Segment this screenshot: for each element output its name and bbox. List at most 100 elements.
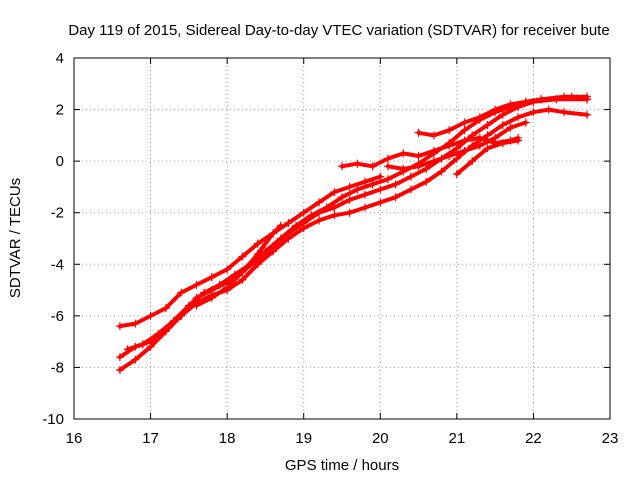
series-arc-5 bbox=[192, 221, 285, 310]
data-point bbox=[583, 95, 592, 104]
data-point bbox=[514, 136, 523, 145]
data-point bbox=[353, 185, 362, 194]
y-tick-label: 0 bbox=[56, 153, 64, 170]
series-arc-6 bbox=[338, 133, 523, 171]
data-point bbox=[529, 108, 538, 117]
data-point bbox=[238, 268, 247, 277]
data-point bbox=[452, 154, 461, 163]
data-point bbox=[131, 319, 140, 328]
data-point bbox=[460, 118, 469, 127]
data-point bbox=[315, 198, 324, 207]
data-point bbox=[330, 203, 339, 212]
data-point bbox=[483, 144, 492, 153]
y-tick-label: 2 bbox=[56, 102, 64, 119]
data-point bbox=[276, 234, 285, 243]
data-point bbox=[223, 283, 232, 292]
data-point bbox=[452, 170, 461, 179]
data-point bbox=[491, 105, 500, 114]
data-point bbox=[338, 193, 346, 202]
series-arc-9 bbox=[452, 136, 523, 179]
data-point bbox=[429, 146, 438, 155]
x-tick-label: 16 bbox=[66, 430, 83, 447]
data-point bbox=[521, 97, 530, 106]
data-point bbox=[146, 311, 155, 320]
series-arc-3 bbox=[123, 92, 592, 354]
data-point bbox=[583, 110, 592, 119]
x-tick-label: 21 bbox=[449, 430, 466, 447]
data-series bbox=[115, 92, 592, 375]
data-point bbox=[192, 280, 201, 289]
data-point bbox=[429, 157, 438, 166]
x-tick-label: 20 bbox=[372, 430, 389, 447]
data-point bbox=[452, 144, 461, 153]
data-point bbox=[491, 133, 500, 142]
data-point bbox=[399, 149, 408, 158]
data-point bbox=[483, 121, 492, 130]
data-point bbox=[368, 180, 377, 189]
data-point bbox=[253, 239, 262, 248]
data-point bbox=[322, 203, 331, 212]
data-point bbox=[345, 195, 354, 204]
data-point bbox=[253, 249, 262, 258]
data-point bbox=[552, 95, 561, 104]
data-point bbox=[399, 164, 408, 173]
series-line bbox=[117, 174, 383, 329]
data-point bbox=[200, 288, 209, 297]
data-point bbox=[521, 118, 530, 127]
data-point bbox=[338, 162, 346, 171]
data-point bbox=[292, 221, 301, 230]
data-point bbox=[115, 353, 124, 362]
data-point bbox=[115, 366, 124, 375]
data-point bbox=[414, 151, 423, 160]
x-tick-label: 22 bbox=[525, 430, 542, 447]
data-point bbox=[215, 280, 224, 289]
y-tick-label: -4 bbox=[51, 256, 64, 273]
data-point bbox=[483, 131, 492, 140]
data-point bbox=[161, 304, 170, 313]
data-point bbox=[184, 301, 193, 310]
data-point bbox=[169, 317, 178, 326]
data-point bbox=[383, 175, 392, 184]
data-point bbox=[567, 92, 576, 101]
x-axis-label: GPS time / hours bbox=[285, 457, 399, 474]
data-point bbox=[376, 198, 385, 207]
data-point bbox=[284, 219, 293, 228]
data-point bbox=[238, 252, 247, 261]
data-point bbox=[360, 203, 369, 212]
data-point bbox=[537, 95, 546, 104]
data-point bbox=[261, 247, 270, 256]
data-point bbox=[138, 340, 147, 349]
data-point bbox=[422, 177, 431, 186]
data-point bbox=[560, 108, 569, 117]
data-point bbox=[445, 151, 454, 160]
data-point bbox=[330, 211, 339, 220]
data-point bbox=[307, 211, 316, 220]
data-point bbox=[460, 136, 469, 145]
x-tick-label: 18 bbox=[219, 430, 236, 447]
data-point bbox=[177, 288, 186, 297]
x-tick-label: 19 bbox=[295, 430, 312, 447]
data-point bbox=[422, 164, 431, 173]
data-point bbox=[154, 329, 163, 338]
y-tick-label: -6 bbox=[51, 308, 64, 325]
data-point bbox=[115, 322, 124, 331]
data-point bbox=[460, 126, 469, 135]
data-point bbox=[345, 208, 354, 217]
data-point bbox=[207, 273, 216, 282]
y-tick-label: -2 bbox=[51, 205, 64, 222]
series-arc-4 bbox=[115, 172, 385, 331]
data-point bbox=[429, 131, 438, 140]
data-point bbox=[468, 157, 477, 166]
axis-ticks: 16 17 18 19 20 21 22 23 -10 -8 -6 -4 -2 0 2 4 bbox=[42, 50, 618, 447]
series-arc-7 bbox=[383, 118, 530, 173]
data-point bbox=[406, 172, 415, 181]
data-point bbox=[345, 182, 354, 191]
data-point bbox=[383, 154, 392, 163]
data-point bbox=[514, 113, 523, 122]
series-line bbox=[385, 120, 528, 171]
data-point bbox=[445, 141, 454, 150]
data-point bbox=[123, 345, 132, 354]
data-point bbox=[383, 162, 392, 171]
data-point bbox=[498, 110, 507, 119]
